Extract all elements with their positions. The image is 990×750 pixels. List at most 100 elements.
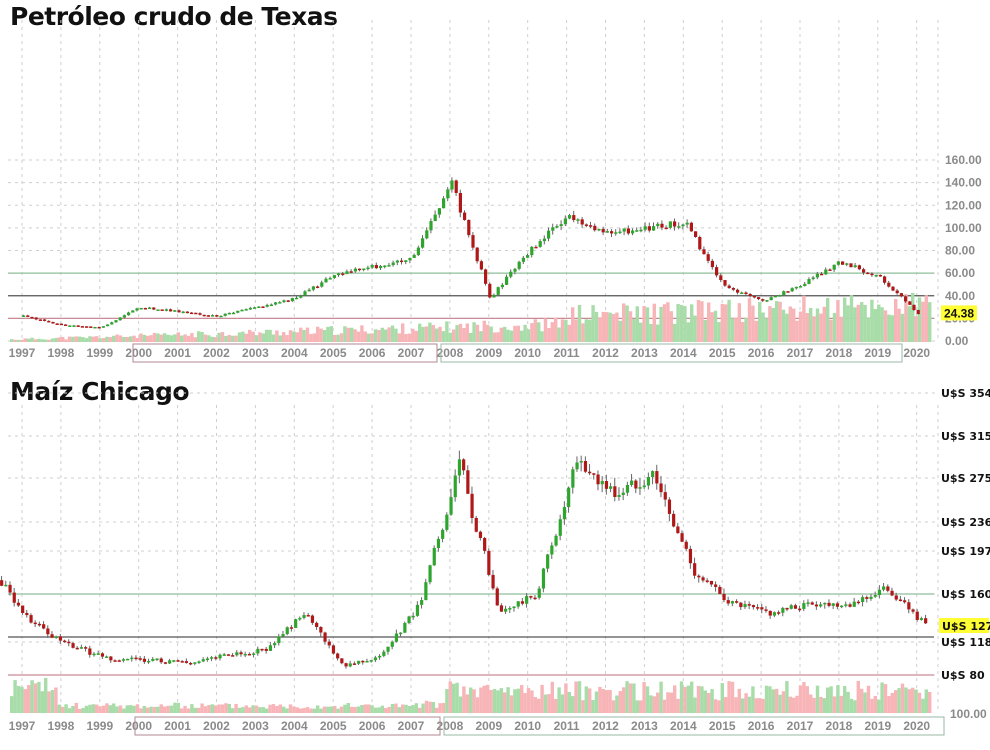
x-axis-label: 2001 — [164, 719, 191, 733]
candle-down — [757, 297, 761, 300]
candle-up — [773, 295, 777, 298]
volume-bar — [118, 705, 123, 713]
volume-bar — [911, 292, 915, 342]
volume-bar — [768, 306, 772, 342]
x-axis-label: 1997 — [9, 719, 36, 733]
volume-bar — [152, 706, 157, 713]
volume-bar — [95, 336, 99, 342]
candle-down — [857, 265, 861, 270]
candle-down — [865, 597, 869, 599]
volume-bar — [669, 311, 673, 342]
volume-bar — [775, 688, 779, 713]
volume-bar — [401, 323, 405, 342]
volume-bar — [149, 706, 153, 713]
last-price-highlight — [939, 618, 989, 633]
volume-bar — [112, 335, 116, 342]
candle-up — [772, 612, 777, 616]
x-axis-label: 2006 — [359, 346, 386, 360]
candle-up — [278, 302, 282, 304]
volume-bar — [129, 336, 133, 342]
candle-up — [517, 261, 521, 269]
candle-down — [697, 575, 701, 578]
volume-bar — [683, 686, 687, 713]
candle-up — [348, 663, 352, 667]
candle-up — [114, 320, 118, 323]
candle-up — [68, 325, 72, 327]
volume-bar — [363, 331, 367, 342]
volume-bar — [465, 694, 469, 713]
volume-bar — [445, 321, 449, 342]
volume-bar — [139, 708, 143, 713]
candle-down — [810, 602, 814, 605]
candle-up — [789, 605, 793, 609]
x-axis-label: 2015 — [709, 719, 736, 733]
candle-down — [898, 599, 903, 602]
oil-candlestick-chart: 160.00 140.00 120.00 100.00 80.00 60.00 40.00 2… — [8, 20, 982, 363]
volume-bar — [863, 692, 867, 713]
volume-bar — [730, 318, 735, 342]
volume-bar — [805, 313, 809, 342]
candle-up — [567, 487, 571, 508]
year-group-box — [443, 716, 945, 736]
candle-up — [446, 189, 450, 199]
candle-up — [299, 295, 303, 298]
candle-down — [593, 225, 597, 231]
volume-bar — [302, 707, 306, 713]
volume-bar — [778, 694, 782, 713]
candle-down — [748, 294, 752, 296]
volume-bar — [305, 327, 310, 342]
candle-down — [727, 285, 731, 288]
candle-up — [282, 300, 286, 303]
volume-bar — [200, 331, 204, 342]
volume-bar — [302, 329, 306, 342]
candle-down — [726, 600, 730, 604]
volume-bar — [656, 692, 660, 713]
volume-bar — [329, 326, 333, 342]
candle-up — [538, 241, 542, 247]
x-axis-label: 2012 — [592, 346, 619, 360]
volume-bar — [54, 337, 58, 342]
volume-bar — [261, 333, 265, 342]
candle-down — [529, 596, 533, 598]
candle-up — [54, 636, 58, 638]
volume-bar — [632, 683, 636, 713]
volume-bar — [343, 326, 347, 342]
volume-bar — [506, 329, 510, 342]
candle-down — [341, 273, 345, 275]
candle-down — [55, 323, 59, 325]
volume-bar — [679, 681, 684, 713]
candle-up — [273, 643, 277, 646]
volume-bar — [860, 688, 864, 713]
candle-up — [500, 284, 504, 288]
volume-bar — [350, 327, 354, 342]
volume-bar — [751, 305, 755, 342]
candle-down — [604, 481, 609, 489]
volume-bar — [509, 330, 514, 342]
volume-bar — [37, 681, 41, 713]
volume-bar — [129, 705, 133, 713]
volume-bar — [394, 328, 398, 342]
volume-bar — [523, 693, 527, 713]
candle-up — [668, 221, 672, 228]
volume-bar — [278, 335, 282, 342]
candle-up — [415, 604, 420, 616]
candle-up — [227, 312, 231, 315]
candle-down — [894, 595, 898, 600]
candle-down — [117, 660, 121, 662]
volume-bar — [108, 337, 112, 342]
volume-bar — [336, 334, 340, 342]
candle-down — [306, 615, 310, 617]
volume-bar — [584, 319, 588, 342]
volume-bar — [20, 686, 24, 713]
volume-bar — [115, 334, 119, 342]
volume-bar — [74, 336, 78, 342]
candle-up — [72, 325, 76, 327]
candle-up — [437, 208, 441, 215]
candle-up — [96, 653, 100, 655]
candle-down — [710, 260, 714, 268]
volume-bar — [10, 339, 14, 342]
volume-bar — [856, 680, 860, 713]
candle-down — [189, 662, 193, 665]
candle-up — [541, 568, 546, 589]
candle-down — [751, 605, 756, 608]
